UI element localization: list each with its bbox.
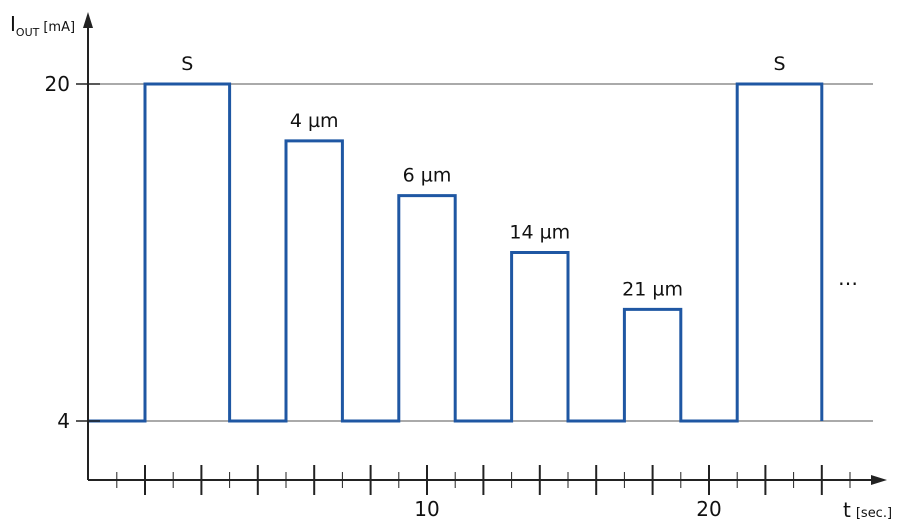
pulse-annotation: 14 µm [509, 222, 570, 244]
pulse-annotation: S [181, 53, 193, 75]
x-tick-labels: 10 20 [414, 497, 721, 520]
x-tick-label: 20 [696, 497, 721, 520]
grid-lines [88, 83, 873, 422]
y-tick-label: 4 [57, 409, 70, 433]
x-axis-ticks [116, 465, 851, 495]
x-axis-label: t [sec.] [843, 498, 892, 520]
pulse-annotation: 21 µm [622, 278, 683, 300]
y-tick-label: 20 [45, 72, 70, 96]
y-axis-label: IOUT [mA] [10, 12, 75, 39]
y-tick-labels: 4 20 [45, 72, 100, 433]
x-tick-label: 10 [414, 497, 439, 520]
y-axis-arrow-icon [83, 12, 93, 28]
pulse-annotation: S [773, 53, 785, 75]
annotations: S 4 µm 6 µm 14 µm 21 µm S [181, 53, 785, 300]
axes [83, 12, 887, 485]
pulse-annotation: 4 µm [290, 110, 339, 132]
axis-labels: IOUT [mA] t [sec.] [10, 12, 892, 520]
signal-series-line [88, 82, 824, 423]
x-axis-arrow-icon [871, 475, 887, 485]
continuation-ellipsis: … [838, 266, 858, 290]
pulse-annotation: 6 µm [403, 165, 452, 187]
